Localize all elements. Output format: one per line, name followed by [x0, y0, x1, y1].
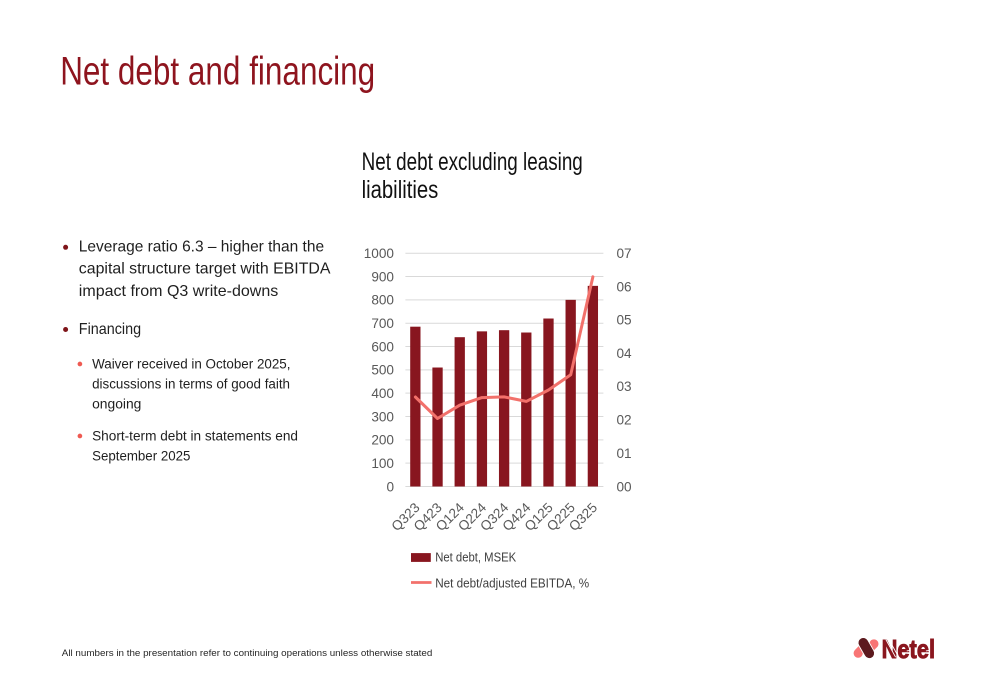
svg-text:ongoing: ongoing	[92, 397, 141, 413]
svg-text:01: 01	[617, 446, 632, 461]
svg-text:06: 06	[617, 279, 632, 294]
svg-text:300: 300	[371, 409, 394, 424]
svg-text:liabilities: liabilities	[362, 177, 439, 204]
svg-text:Waiver received in October 202: Waiver received in October 2025,	[92, 357, 290, 373]
svg-text:03: 03	[617, 379, 632, 394]
svg-text:Short-term debt in statements: Short-term debt in statements end	[92, 429, 298, 445]
svg-text:600: 600	[371, 339, 394, 354]
svg-text:900: 900	[371, 269, 394, 284]
svg-text:800: 800	[371, 293, 394, 308]
svg-text:0: 0	[386, 479, 394, 494]
svg-text:Netel: Netel	[882, 636, 936, 664]
svg-text:500: 500	[371, 363, 394, 378]
svg-text:700: 700	[371, 316, 394, 331]
svg-text:02: 02	[617, 413, 632, 428]
svg-text:Financing: Financing	[79, 321, 141, 338]
svg-text:Net debt, MSEK: Net debt, MSEK	[435, 551, 517, 565]
svg-text:impact from Q3 write-downs: impact from Q3 write-downs	[79, 283, 279, 300]
svg-text:Leverage ratio 6.3 – higher th: Leverage ratio 6.3 – higher than the	[79, 239, 324, 256]
svg-text:04: 04	[617, 346, 633, 361]
svg-text:00: 00	[617, 479, 633, 494]
svg-text:discussions in terms of good f: discussions in terms of good faith	[92, 377, 290, 393]
svg-text:07: 07	[617, 246, 632, 261]
svg-text:1000: 1000	[364, 246, 395, 261]
svg-text:200: 200	[371, 433, 394, 448]
svg-text:Net debt excluding leasing: Net debt excluding leasing	[362, 149, 583, 176]
svg-text:05: 05	[617, 313, 632, 328]
svg-text:400: 400	[371, 386, 394, 401]
svg-text:Net debt and financing: Net debt and financing	[60, 49, 375, 93]
svg-text:September 2025: September 2025	[92, 449, 190, 465]
svg-text:capital structure target with: capital structure target with EBITDA	[79, 261, 331, 278]
svg-text:All numbers in the presentatio: All numbers in the presentation refer to…	[62, 648, 433, 659]
svg-text:Net debt/adjusted EBITDA, %: Net debt/adjusted EBITDA, %	[435, 576, 589, 590]
svg-text:100: 100	[371, 456, 394, 471]
